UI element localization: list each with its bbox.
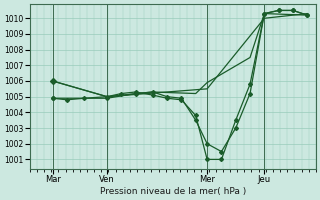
X-axis label: Pression niveau de la mer( hPa ): Pression niveau de la mer( hPa ) <box>100 187 246 196</box>
